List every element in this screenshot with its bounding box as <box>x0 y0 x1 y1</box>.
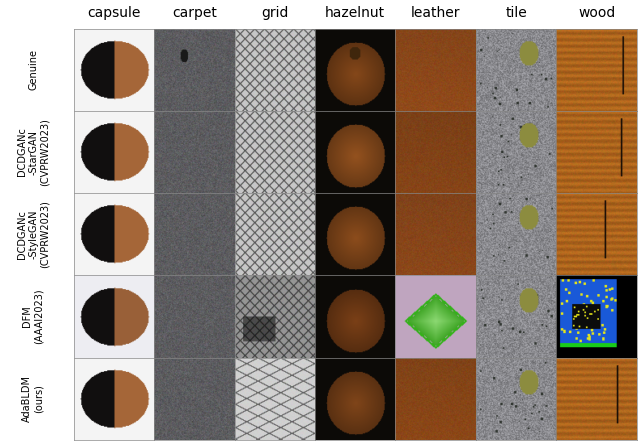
Text: AdaBLDM
(ours): AdaBLDM (ours) <box>22 375 44 422</box>
Text: Genuine: Genuine <box>28 50 38 90</box>
Text: grid: grid <box>261 6 289 20</box>
Text: hazelnut: hazelnut <box>325 6 385 20</box>
Text: leather: leather <box>411 6 460 20</box>
Text: capsule: capsule <box>87 6 141 20</box>
Text: DCDGANc
-StarGAN
(CVPRW2023): DCDGANc -StarGAN (CVPRW2023) <box>17 118 50 186</box>
Text: tile: tile <box>505 6 527 20</box>
Text: DCDGANc
-StyleGAN
(CVPRW2023): DCDGANc -StyleGAN (CVPRW2023) <box>17 200 50 268</box>
Text: carpet: carpet <box>172 6 217 20</box>
Text: wood: wood <box>578 6 615 20</box>
Text: DFM
(AAAI2023): DFM (AAAI2023) <box>22 289 44 344</box>
